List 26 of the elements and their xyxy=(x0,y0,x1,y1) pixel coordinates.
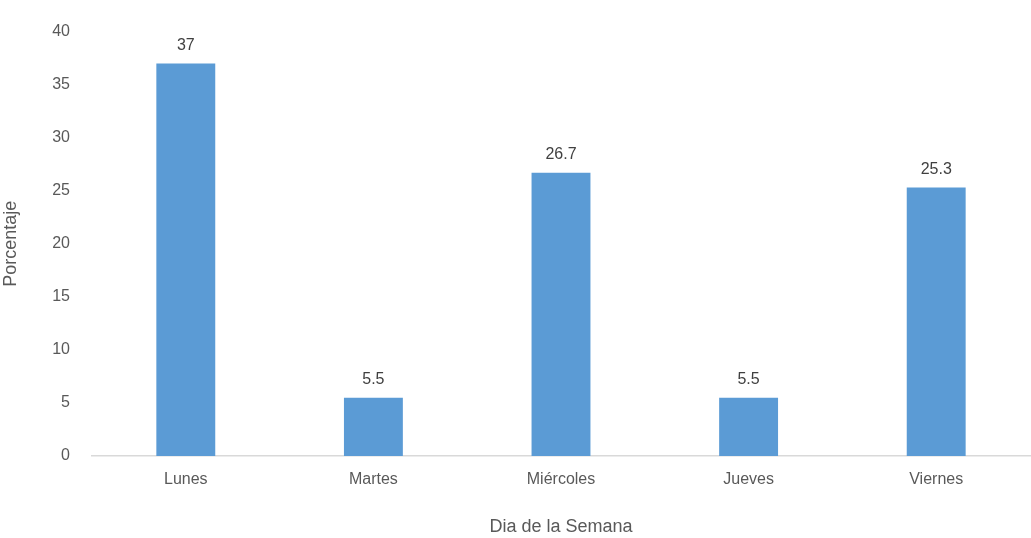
y-tick-label: 5 xyxy=(61,393,71,411)
x-tick-label: Viernes xyxy=(909,470,964,488)
data-label: 26.7 xyxy=(545,145,577,163)
y-axis-title: Porcentaje xyxy=(0,200,20,287)
bar xyxy=(906,187,966,456)
y-tick-label: 0 xyxy=(61,446,71,464)
data-label: 25.3 xyxy=(920,159,952,177)
y-tick-label: 35 xyxy=(52,75,71,93)
x-tick-label: Martes xyxy=(348,470,398,488)
bar xyxy=(531,172,591,456)
data-label: 5.5 xyxy=(737,370,760,388)
data-label: 37 xyxy=(176,35,195,53)
y-tick-label: 40 xyxy=(52,22,71,40)
y-tick-label: 25 xyxy=(52,181,71,199)
data-label: 5.5 xyxy=(362,370,385,388)
x-tick-label: Lunes xyxy=(164,470,208,488)
y-tick-label: 15 xyxy=(52,287,71,305)
y-tick-label: 30 xyxy=(52,128,71,146)
y-tick-label: 10 xyxy=(52,340,71,358)
y-tick-label: 20 xyxy=(52,234,71,252)
x-axis-title: Dia de la Semana xyxy=(489,516,634,537)
bar xyxy=(156,63,216,456)
x-tick-label: Jueves xyxy=(723,470,774,488)
bar xyxy=(343,397,403,456)
bar xyxy=(719,397,779,456)
x-tick-label: Miércoles xyxy=(526,470,596,488)
